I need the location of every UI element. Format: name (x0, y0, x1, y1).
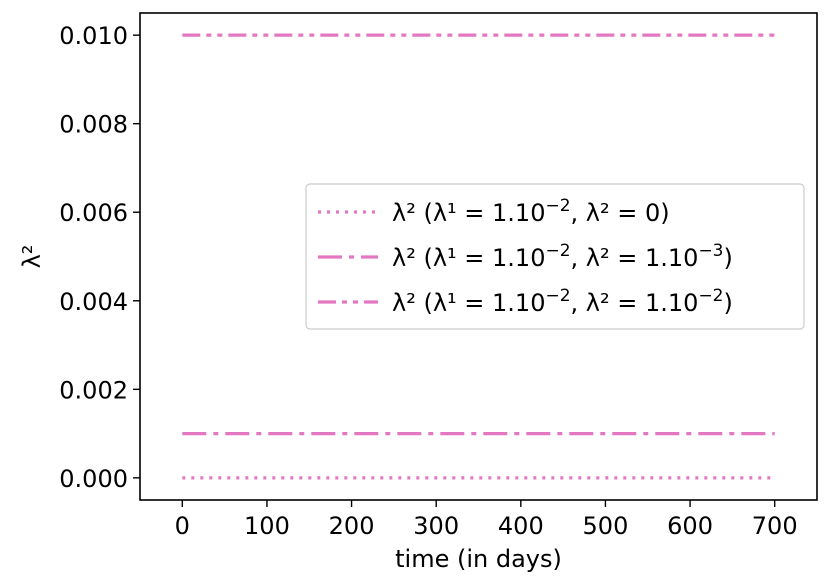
y-tick-label: 0.008 (59, 111, 128, 139)
series-layer (182, 33, 775, 480)
x-tick-label: 300 (413, 512, 459, 540)
y-tick-label: 0.006 (59, 199, 128, 227)
x-tick-label: 200 (329, 512, 375, 540)
legend-entry-3: λ² (λ¹ = 1.10−2, λ² = 1.10−2) (392, 286, 733, 317)
x-axis-ticks: 0 100 200 300 400 500 600 700 (175, 500, 798, 540)
axes-frame (139, 12, 818, 501)
x-tick-label: 700 (752, 512, 798, 540)
y-tick-label: 0.000 (59, 465, 128, 493)
legend-entry-2: λ² (λ¹ = 1.10−2, λ² = 1.10−3) (392, 241, 733, 272)
y-tick-label: 0.004 (59, 288, 128, 316)
x-tick-label: 100 (244, 512, 290, 540)
legend-entry-1: λ² (λ¹ = 1.10−2, λ² = 0) (392, 196, 670, 227)
x-tick-label: 600 (667, 512, 713, 540)
y-tick-label: 0.002 (59, 376, 128, 404)
x-tick-label: 0 (175, 512, 190, 540)
x-tick-label: 500 (583, 512, 629, 540)
y-axis-label: λ² (18, 245, 46, 269)
legend-box (305, 183, 805, 330)
legend: λ² (λ¹ = 1.10−2, λ² = 0) λ² (λ¹ = 1.10−2,… (305, 183, 805, 330)
x-axis-label: time (in days) (395, 545, 562, 573)
y-tick-label: 0.010 (59, 22, 128, 50)
x-tick-label: 400 (498, 512, 544, 540)
y-axis-ticks: 0.000 0.002 0.004 0.006 0.008 0.010 (59, 22, 140, 493)
